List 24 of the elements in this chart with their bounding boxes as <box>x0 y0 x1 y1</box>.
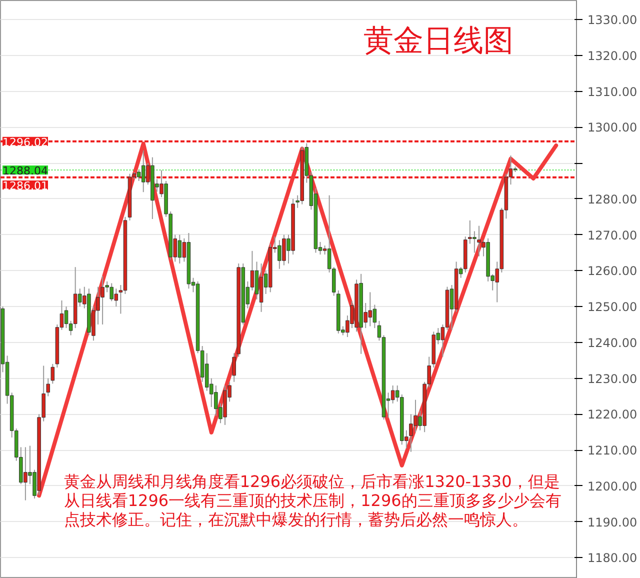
y-tick-label: 1280.00 <box>588 192 638 206</box>
candlestick <box>46 378 50 397</box>
annotation: 黄金从周线和月线角度看1296必须破位，后市看涨1320-1330，但是从日线看1296一线有三重顶的技术压制，1296的三重顶多多少少会有点技术修正。记住，在沉默中爆发的行情，蓄势后必然一鸣惊人。 <box>64 472 562 529</box>
y-tick-label: 1300.00 <box>588 120 638 135</box>
y-tick-label: 1250.00 <box>588 300 638 314</box>
ref-line-label: 1296.02 <box>2 136 48 149</box>
y-tick-label: 1260.00 <box>588 264 638 278</box>
y-tick-label: 1270.00 <box>588 228 638 242</box>
y-tick-label: 1220.00 <box>588 408 638 422</box>
y-tick-label: 1210.00 <box>588 444 638 458</box>
ref-line-label: 1286.01 <box>2 180 48 193</box>
y-tick-label: 1190.00 <box>588 515 638 530</box>
ref-line-label: 1288.04 <box>2 164 48 178</box>
y-tick-label: 1320.00 <box>588 48 638 63</box>
candlestick <box>232 352 236 382</box>
y-tick-label: 1180.00 <box>588 551 638 566</box>
y-tick-label: 1240.00 <box>588 336 638 350</box>
candlestick <box>254 261 259 300</box>
y-tick-label: 1200.00 <box>588 479 638 494</box>
candlestick <box>50 363 55 384</box>
y-tick-label: 1230.00 <box>588 372 638 386</box>
y-tick-label: 1310.00 <box>588 84 638 99</box>
text: 黄金日线图 <box>363 23 514 58</box>
y-tick-label: 1330.00 <box>588 13 638 28</box>
